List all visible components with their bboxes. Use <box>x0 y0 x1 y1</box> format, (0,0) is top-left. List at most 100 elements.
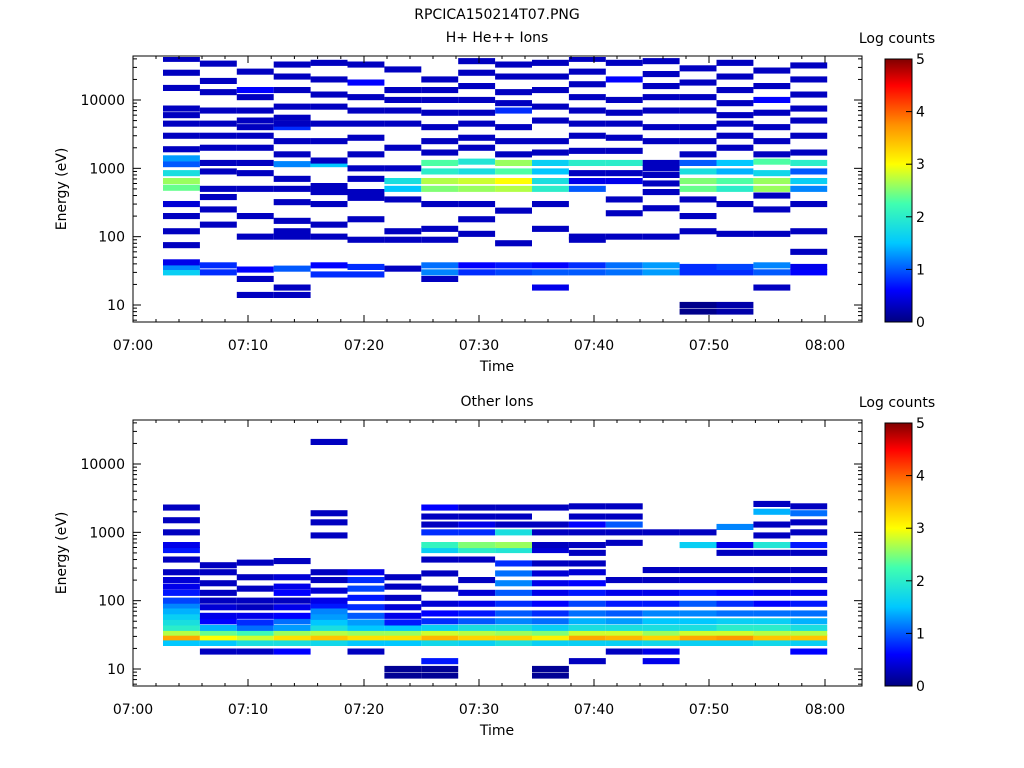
heatmap-cell <box>310 271 348 278</box>
heatmap-cell <box>716 629 754 636</box>
heatmap-cell <box>310 201 348 208</box>
heatmap-cell <box>495 151 532 158</box>
heatmap-cell <box>236 559 274 566</box>
heatmap-cell <box>199 569 237 576</box>
heatmap-cell <box>273 604 311 611</box>
heatmap-cell <box>347 577 385 584</box>
colorbar-tick-label: 1 <box>916 262 925 278</box>
heatmap-cell <box>790 228 828 235</box>
heatmap-cell <box>495 262 532 269</box>
heatmap-cell <box>199 269 237 276</box>
heatmap-cell <box>790 529 828 536</box>
heatmap-cell <box>605 109 643 116</box>
heatmap-cell <box>716 600 754 607</box>
heatmap-cell <box>679 94 717 101</box>
heatmap-cell <box>384 236 422 243</box>
heatmap-cell <box>495 124 532 131</box>
heatmap-cell <box>458 178 496 185</box>
heatmap-cell <box>310 103 348 110</box>
heatmap-cell <box>716 639 754 646</box>
heatmap-cell <box>384 120 422 127</box>
heatmap-cell <box>495 629 532 636</box>
heatmap-cell <box>605 262 643 269</box>
heatmap-cell <box>310 613 348 620</box>
heatmap-cell <box>679 213 717 220</box>
heatmap-cell <box>421 76 459 83</box>
heatmap-cell <box>310 510 348 517</box>
heatmap-cell <box>310 91 348 98</box>
heatmap-cell <box>532 547 569 554</box>
heatmap-cell <box>605 600 643 607</box>
heatmap-cell <box>458 158 496 165</box>
heatmap-cell <box>716 542 754 549</box>
heatmap-cell <box>273 629 311 636</box>
heatmap-cell <box>790 248 828 255</box>
heatmap-cell <box>458 144 496 151</box>
heatmap-cell <box>790 132 828 139</box>
heatmap-cell <box>236 624 274 631</box>
heatmap-cell <box>642 577 680 584</box>
heatmap-cell <box>163 112 200 119</box>
heatmap-cell <box>568 107 606 114</box>
heatmap-cell <box>163 613 200 620</box>
heatmap-cell <box>605 233 643 240</box>
heatmap-cell <box>458 589 496 596</box>
heatmap-cell <box>642 262 680 269</box>
heatmap-cell <box>421 585 459 592</box>
heatmap-cell <box>384 107 422 114</box>
heatmap-cell <box>790 567 828 574</box>
x-axis-label: Time <box>479 359 514 375</box>
heatmap-cell <box>347 634 385 641</box>
y-tick-label: 1000 <box>89 161 125 177</box>
heatmap-cell <box>236 639 274 646</box>
heatmap-cell <box>753 600 791 607</box>
heatmap-cell <box>458 201 496 208</box>
x-tick-label: 07:40 <box>574 338 614 354</box>
heatmap-cell <box>495 624 532 631</box>
heatmap-cell <box>384 96 422 103</box>
heatmap-cell <box>495 269 532 276</box>
heatmap-cell <box>310 569 348 576</box>
heatmap-cell <box>199 562 237 569</box>
heatmap-cell <box>310 221 348 228</box>
heatmap-cell <box>716 100 754 107</box>
heatmap-cell <box>568 549 606 556</box>
heatmap-cell <box>716 132 754 139</box>
heatmap-cell <box>605 210 643 217</box>
heatmap-cell <box>642 618 680 625</box>
heatmap-cell <box>163 529 200 536</box>
heatmap-cell <box>347 165 385 172</box>
heatmap-cell <box>163 242 200 249</box>
heatmap-cell <box>384 144 422 151</box>
heatmap-cell <box>163 517 200 524</box>
heatmap-cell <box>236 612 274 619</box>
heatmap-cell <box>532 624 569 631</box>
heatmap-cell <box>716 577 754 584</box>
heatmap-cell <box>605 503 643 510</box>
heatmap-cell <box>790 178 828 185</box>
heatmap-cell <box>458 58 496 65</box>
heatmap-cell <box>273 634 311 641</box>
heatmap-cell <box>532 560 569 567</box>
heatmap-cell <box>163 84 200 91</box>
heatmap-cell <box>790 201 828 208</box>
heatmap-cell <box>347 263 385 270</box>
heatmap-cell <box>753 109 791 116</box>
heatmap-cell <box>679 138 717 145</box>
heatmap-cell <box>310 587 348 594</box>
heatmap-cell <box>458 556 496 563</box>
heatmap-cell <box>310 262 348 269</box>
heatmap-cell <box>310 157 348 164</box>
heatmap-cells <box>163 438 828 679</box>
heatmap-cell <box>163 213 200 220</box>
x-tick-label: 07:20 <box>344 702 384 718</box>
heatmap-cell <box>532 138 569 145</box>
x-tick-label: 07:50 <box>689 338 729 354</box>
heatmap-cell <box>163 228 200 235</box>
heatmap-cell <box>384 634 422 641</box>
heatmap-cell <box>642 71 680 78</box>
heatmap-cell <box>790 577 828 584</box>
heatmap-cell <box>384 612 422 619</box>
heatmap-cell <box>199 185 237 192</box>
heatmap-cell <box>421 618 459 625</box>
